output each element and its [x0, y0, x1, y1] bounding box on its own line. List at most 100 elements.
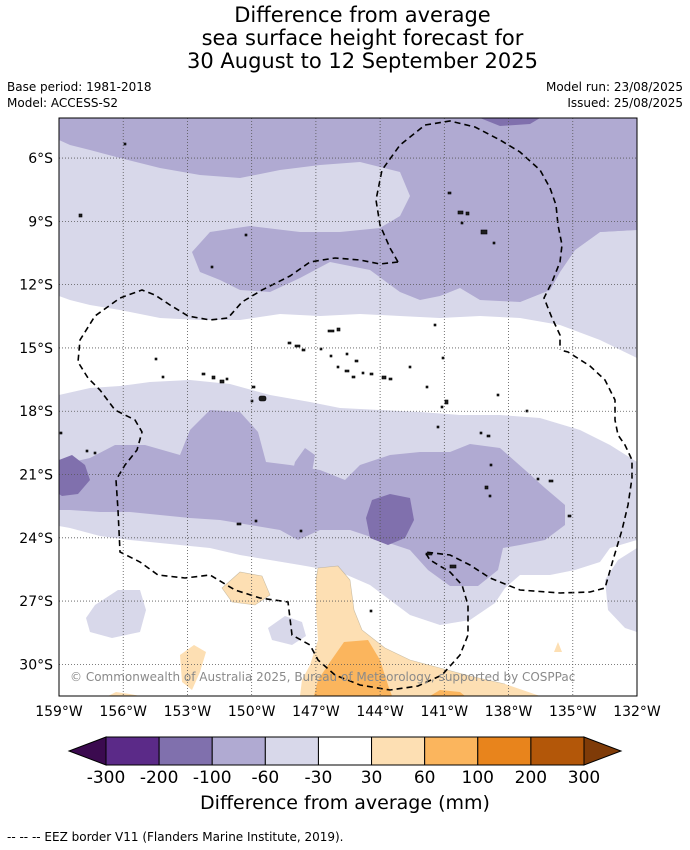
island [369, 609, 373, 613]
island [465, 211, 470, 216]
anomaly-region-minus60-central [59, 410, 565, 586]
island [161, 375, 165, 379]
colorbar-tick-label: 30 [361, 768, 383, 788]
longitude-tick-label: 132°W [613, 704, 661, 720]
island [457, 210, 464, 215]
island [211, 375, 216, 380]
eez-border-central [77, 257, 633, 691]
island [59, 431, 63, 435]
meta-left: Base period: 1981-2018 Model: ACCESS-S2 [7, 79, 152, 111]
island [336, 365, 340, 369]
longitude-tick-label: 153°W [164, 704, 212, 720]
longitude-tick-label: 141°W [421, 704, 469, 720]
island [496, 393, 500, 397]
latitude-labels: 6°S 9°S 12°S 15°S 18°S 21°S 24°S 27°S 30°S [19, 151, 53, 673]
island [480, 229, 488, 235]
map-frame [58, 117, 638, 697]
island [361, 371, 365, 375]
colorbar-segment [371, 736, 426, 766]
colorbar-segment [317, 736, 373, 766]
colorbar-tick-label: -30 [305, 768, 333, 788]
island [408, 365, 412, 369]
longitude-tick-label: 144°W [356, 704, 404, 720]
anomaly-region-plus30-tiny [180, 645, 206, 690]
island [287, 341, 292, 345]
anomaly-region-minus30-southwest [86, 590, 146, 638]
colorbar-segment [105, 736, 160, 766]
map-title: Difference from average sea surface heig… [0, 4, 690, 73]
anomaly-region-minus100-east [366, 494, 414, 545]
anomaly-region-minus60-small [292, 448, 315, 480]
island [329, 354, 333, 358]
island [484, 485, 489, 490]
island [201, 372, 206, 376]
island [301, 348, 306, 352]
island [258, 395, 267, 402]
island [449, 564, 457, 569]
title-line-2: sea surface height forecast for [201, 26, 524, 50]
island [85, 449, 89, 453]
colorbar-title: Difference from average (mm) [200, 792, 490, 814]
footer-note: -- -- -- EEZ border V11 (Flanders Marine… [7, 830, 344, 844]
island [78, 213, 83, 218]
map-area: © Commonwealth of Australia 2025, Bureau… [59, 118, 637, 696]
island [251, 385, 256, 389]
islands [59, 142, 572, 613]
colorbar-arrow-low [67, 736, 107, 766]
colorbar-tick-label: 200 [515, 768, 547, 788]
island [345, 352, 349, 356]
island [492, 241, 496, 245]
model-name: Model: ACCESS-S2 [7, 96, 119, 110]
colorbar-labels: -300 -200 -100 -60 -30 30 60 100 200 300 [87, 768, 601, 788]
island [460, 221, 464, 225]
eez-border-kiribati [375, 120, 563, 350]
island [388, 377, 393, 381]
island [436, 425, 440, 429]
colorbar-segment [211, 736, 266, 766]
latitude-tick-label: 21°S [19, 468, 53, 484]
anomaly-region-plus30-sw [108, 692, 140, 696]
island [381, 375, 387, 380]
colorbar-tick-label: 300 [568, 768, 600, 788]
island [486, 434, 491, 438]
colorbar-tick-label: 60 [414, 768, 436, 788]
island [354, 359, 359, 363]
latitude-tick-label: 30°S [19, 657, 53, 673]
island [444, 399, 449, 405]
island [489, 463, 493, 467]
longitude-tick-label: 159°W [35, 704, 83, 720]
anomaly-region-plus30-se [554, 642, 562, 652]
latitude-tick-label: 18°S [19, 404, 53, 420]
colorbar-tick-label: -60 [251, 768, 279, 788]
island [225, 377, 229, 381]
colorbar-segments [105, 736, 585, 766]
anomaly-region-minus100-north [480, 118, 540, 126]
island [294, 344, 301, 348]
island [154, 357, 158, 361]
colorbar-segment [264, 736, 319, 766]
island [369, 372, 374, 376]
island [440, 405, 444, 409]
island [441, 356, 445, 360]
latitude-tick-label: 6°S [28, 151, 53, 167]
eez-borders [77, 120, 633, 691]
longitude-tick-label: 156°W [99, 704, 147, 720]
title-line-1: Difference from average [234, 3, 491, 27]
longitude-tick-label: 138°W [485, 704, 533, 720]
latitude-tick-label: 24°S [19, 531, 53, 547]
anomaly-region-minus30-southeast [605, 548, 637, 632]
island [488, 494, 492, 498]
colorbar-tick-label: -200 [140, 768, 179, 788]
island [254, 519, 258, 523]
island [299, 529, 303, 533]
island [244, 233, 248, 237]
anomaly-region-plus60-small [430, 690, 465, 696]
contour-edges [221, 565, 506, 685]
island [425, 385, 429, 389]
latitude-tick-label: 15°S [19, 341, 53, 357]
island [433, 323, 437, 327]
colorbar-tick-label: -300 [87, 768, 126, 788]
island [567, 514, 572, 518]
colorbar-tick-label: -100 [193, 768, 232, 788]
island [536, 477, 540, 481]
